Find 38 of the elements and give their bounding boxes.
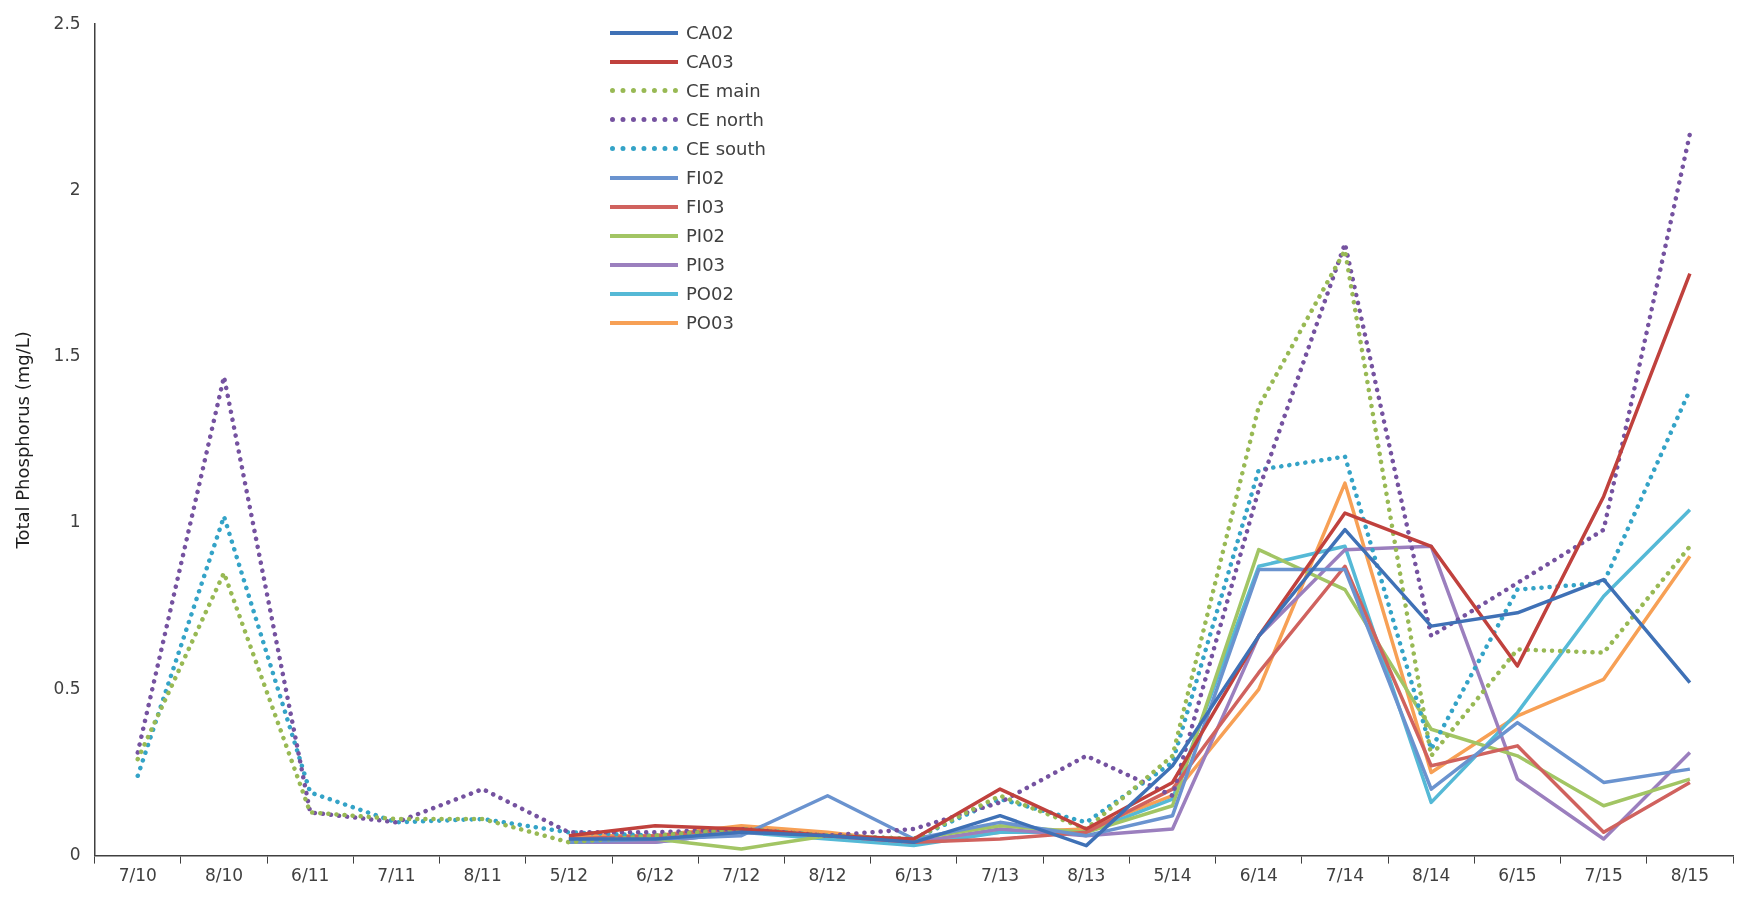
line-series (135, 131, 1693, 838)
x-tick-label: 5/12 (549, 865, 588, 886)
legend-label: PO03 (686, 312, 734, 333)
legend-label: PI03 (686, 254, 726, 275)
y-tick-label: 1.5 (53, 345, 81, 366)
x-tick-label: 7/13 (980, 865, 1020, 886)
x-tick-label: 6/14 (1239, 865, 1278, 886)
x-tick-label: 8/11 (463, 865, 502, 886)
x-tick-label: 7/10 (118, 865, 157, 886)
legend-label: FI03 (686, 196, 725, 217)
y-axis-title: Total Phosphorus (mg/L) (12, 331, 34, 550)
y-tick-label: 2 (69, 178, 81, 199)
x-tick-label: 7/12 (722, 865, 761, 886)
legend-label: PO02 (686, 283, 734, 304)
legend-label: CE south (686, 138, 766, 159)
x-tick-label: 8/10 (204, 865, 244, 886)
x-tick-label: 5/14 (1153, 865, 1192, 886)
x-tick-label: 8/14 (1412, 865, 1451, 886)
legend-label: CA03 (686, 51, 734, 72)
x-tick-label: 8/12 (808, 865, 847, 886)
x-tick-label: 7/14 (1325, 865, 1365, 886)
x-tick-label: 8/15 (1670, 865, 1709, 886)
x-tick-label: 6/11 (291, 865, 330, 886)
x-tick-label: 8/13 (1067, 865, 1106, 886)
legend-label: FI02 (686, 167, 725, 188)
y-tick-label: 2.5 (53, 12, 81, 33)
x-tick-label: 6/13 (894, 865, 933, 886)
x-tick-label: 7/15 (1584, 865, 1623, 886)
y-tick-label: 0 (69, 844, 81, 865)
x-tick-label: 7/11 (377, 865, 416, 886)
y-tick-label: 0.5 (53, 677, 81, 698)
x-tick-label: 6/12 (636, 865, 675, 886)
x-tick-label: 6/15 (1498, 865, 1537, 886)
legend-label: CE north (686, 109, 764, 130)
legend-label: PI02 (686, 225, 726, 246)
legend-label: CE main (686, 80, 761, 101)
legend-label: CA02 (686, 22, 734, 43)
y-tick-label: 1 (69, 511, 81, 532)
